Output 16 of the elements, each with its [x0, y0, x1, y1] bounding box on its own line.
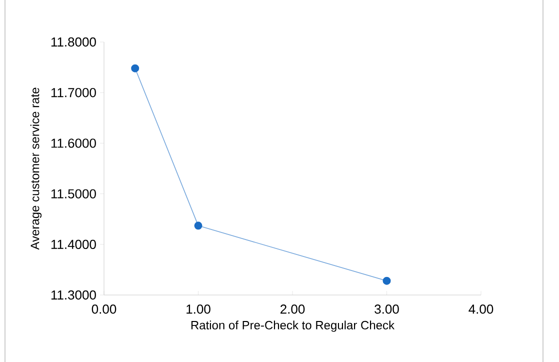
point: [194, 222, 202, 230]
y-tick-label: 11.8000: [51, 37, 96, 47]
y-tick-label: 11.6000: [51, 138, 96, 148]
x-tick-label: 3.00: [374, 304, 399, 314]
y-tick-label: 11.3000: [51, 290, 96, 300]
x-tick-label: 2.00: [280, 304, 305, 314]
x-tick-label: 4.00: [468, 304, 494, 314]
x-axis-title: Ration of Pre-Check to Regular Check: [191, 320, 395, 332]
y-tick-label: 11.7000: [51, 88, 96, 98]
y-tick-label: 11.5000: [51, 189, 96, 198]
x-tick-label: 1.00: [186, 304, 210, 314]
y-tick-label: 11.4000: [51, 240, 96, 249]
point: [382, 276, 391, 285]
point: [131, 64, 140, 72]
x-tick-label: 0.00: [92, 304, 116, 314]
y-axis-title: Average customer service rate: [30, 88, 42, 250]
